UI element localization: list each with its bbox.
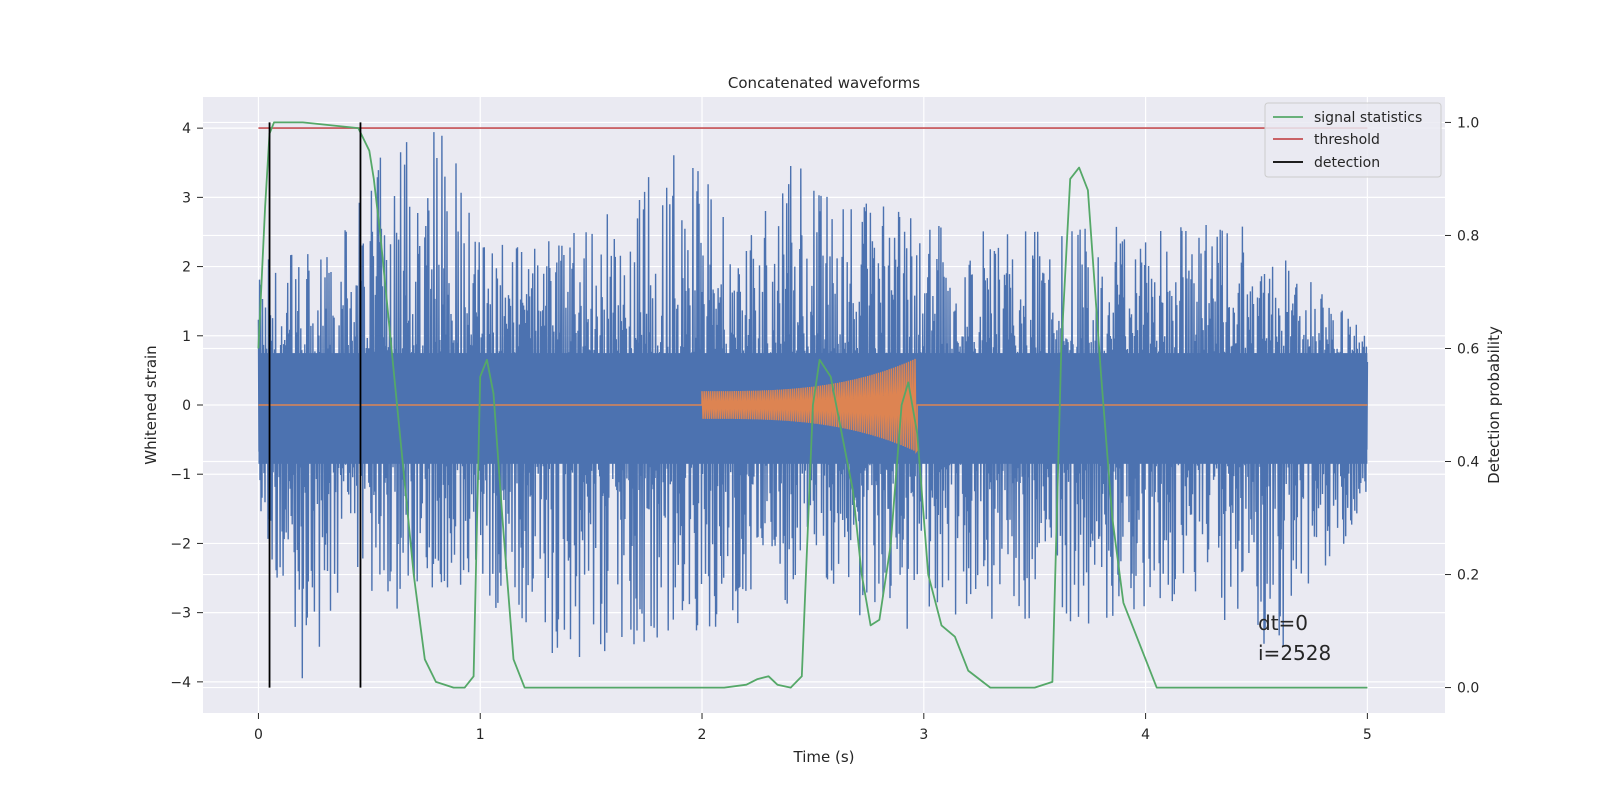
- y-left-axis-label: Whitened strain: [142, 345, 160, 464]
- legend-label-signal-statistics: signal statistics: [1314, 110, 1422, 126]
- legend-label-detection: detection: [1314, 155, 1380, 171]
- x-tick-label: 3: [919, 727, 928, 743]
- legend-label-threshold: threshold: [1314, 132, 1380, 148]
- legend: signal statistics threshold detection: [1264, 102, 1442, 178]
- x-tick-label: 5: [1363, 727, 1372, 743]
- x-tick-label: 1: [476, 727, 485, 743]
- legend-box: [1264, 102, 1442, 178]
- y-left-tick-label: −2: [170, 536, 191, 552]
- y-right-tick-label: 0.8: [1457, 228, 1479, 244]
- y-left-tick-label: 0: [182, 398, 191, 414]
- y-right-tick-label: 0.4: [1457, 455, 1479, 471]
- annotation-i: i=2528: [1258, 641, 1331, 665]
- y-left-tick-label: 3: [182, 190, 191, 206]
- y-left-tick-label: −3: [170, 606, 191, 622]
- y-right-axis-label: Detection probability: [1485, 326, 1503, 484]
- x-axis-ticks: 0 1 2 3 4 5: [254, 713, 1372, 743]
- annotation-dt: dt=0: [1258, 611, 1308, 635]
- x-tick-label: 2: [698, 727, 707, 743]
- y-right-tick-label: 0.2: [1457, 568, 1479, 584]
- y-right-tick-label: 1.0: [1457, 115, 1479, 131]
- x-tick-label: 4: [1141, 727, 1150, 743]
- series-layer: [257, 121, 1369, 689]
- y-left-axis-ticks: −4 −3 −2 −1 0 1 2 3 4: [170, 121, 203, 691]
- y-left-tick-label: −1: [170, 467, 191, 483]
- y-right-tick-label: 0.0: [1457, 681, 1479, 697]
- x-axis-label: Time (s): [793, 748, 855, 766]
- y-right-axis-ticks: 0.0 0.2 0.4 0.6 0.8 1.0: [1445, 115, 1479, 697]
- y-right-tick-label: 0.6: [1457, 341, 1479, 357]
- y-left-tick-label: 4: [182, 121, 191, 137]
- chart-title: Concatenated waveforms: [728, 74, 920, 92]
- y-left-tick-label: 2: [182, 260, 191, 276]
- signal-statistics-line: [257, 121, 1368, 689]
- x-tick-label: 0: [254, 727, 263, 743]
- injected-chirp-series: [258, 358, 1368, 454]
- y-left-tick-label: 1: [182, 329, 191, 345]
- y-left-tick-label: −4: [170, 675, 191, 691]
